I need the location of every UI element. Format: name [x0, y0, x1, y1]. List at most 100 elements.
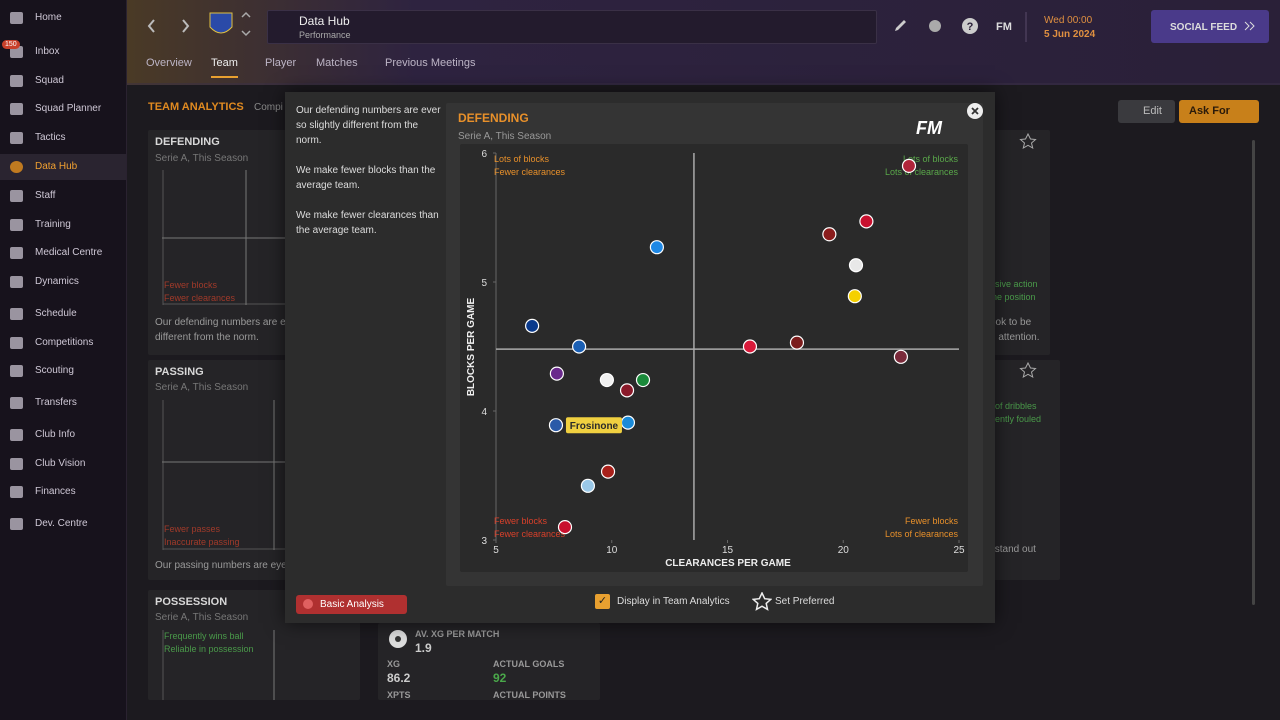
nav-icon	[10, 518, 23, 530]
nav-item[interactable]: Scouting	[0, 358, 126, 384]
quadrant-label: Fewer clearances	[494, 167, 566, 177]
team-point[interactable]	[635, 372, 651, 388]
y-tick-label: 4	[481, 407, 487, 418]
team-point[interactable]	[847, 289, 862, 304]
nav-item[interactable]: Data Hub	[0, 154, 126, 180]
social-feed-button[interactable]	[1151, 10, 1269, 43]
nav-item[interactable]: Home	[0, 5, 126, 31]
tag: Fewer passes	[164, 524, 221, 534]
highlight-box	[565, 417, 622, 434]
tag: Inaccurate passing	[164, 537, 240, 547]
nav-label: Competitions	[35, 337, 94, 348]
x-tick-label: 20	[838, 545, 850, 556]
nav-icon	[10, 308, 23, 320]
back-arrow[interactable]	[147, 19, 155, 33]
nav-item[interactable]: Competitions	[0, 330, 126, 356]
x-tick-label: 15	[722, 545, 734, 556]
team-point[interactable]	[548, 418, 564, 433]
nav-item[interactable]: Dynamics	[0, 269, 126, 295]
star-icon[interactable]	[1019, 361, 1037, 379]
nav-item[interactable]: Club Vision	[0, 451, 126, 477]
tab[interactable]: Player	[265, 57, 297, 69]
team-point[interactable]	[580, 478, 596, 493]
stats-panel: AV. XG PER MATCH 1.9 XG 86.2 ACTUAL GOAL…	[378, 623, 600, 700]
checkbox[interactable]: ✓	[595, 594, 610, 609]
tab[interactable]: Team	[211, 57, 238, 78]
analysis-icon	[303, 599, 313, 609]
summary-line: We make fewer blocks than the average te…	[296, 165, 436, 191]
team-point[interactable]	[620, 415, 636, 430]
tag: Reliable in possession	[164, 644, 254, 654]
top-icons: ? FM SOCIAL FEED	[127, 10, 1280, 85]
team-point[interactable]	[557, 520, 573, 535]
star-icon[interactable]	[1019, 132, 1037, 150]
nav-item[interactable]: Squad	[0, 68, 126, 94]
nav-label: Scouting	[35, 365, 74, 376]
panel-text: different from the norm.	[155, 332, 259, 343]
sidebar: Home Inbox Squad Squad Planner Tactics Data H…	[0, 0, 127, 720]
brand-icon[interactable]: FM	[996, 21, 1012, 33]
basic-analysis-button[interactable]: Basic Analysis	[296, 595, 407, 614]
team-point[interactable]	[649, 240, 664, 255]
edit-button[interactable]: Edit	[1118, 100, 1175, 123]
tag: Frequently wins ball	[164, 631, 244, 641]
ask-for-button[interactable]: Ask For	[1179, 100, 1259, 123]
nav-item[interactable]: Club Info	[0, 422, 126, 448]
edit-icon[interactable]	[895, 20, 906, 31]
team-point[interactable]	[619, 383, 635, 398]
right-panel: of dribbles ently fouled s stand out	[985, 360, 1060, 580]
team-point[interactable]	[549, 366, 564, 381]
nav-icon	[10, 458, 23, 470]
set-preferred[interactable]: Set Preferred	[775, 596, 835, 607]
team-point[interactable]	[901, 158, 917, 173]
team-point[interactable]	[789, 335, 805, 350]
search-box[interactable]: Data Hub Performance	[267, 10, 877, 44]
quadrant-label: Fewer blocks	[905, 516, 959, 526]
nav-icon	[10, 161, 23, 173]
nav-item[interactable]: Training	[0, 212, 126, 238]
nav-item[interactable]: Schedule	[0, 301, 126, 327]
nav-item[interactable]: Medical Centre	[0, 240, 126, 266]
team-point[interactable]	[893, 349, 908, 364]
nav-label: Inbox	[35, 46, 60, 57]
tab[interactable]: Overview	[146, 57, 192, 69]
team-point[interactable]	[572, 339, 587, 354]
team-point[interactable]	[848, 258, 864, 273]
nav-icon	[10, 75, 23, 87]
panel-subtitle: Serie A, This Season	[155, 382, 249, 393]
team-point[interactable]	[599, 372, 614, 388]
star-icon[interactable]	[752, 592, 772, 612]
x-tick-label: 5	[493, 545, 499, 556]
time: Wed 00:00	[1044, 15, 1093, 26]
nav-item[interactable]: Tactics	[0, 125, 126, 151]
nav-item[interactable]: Squad Planner	[0, 96, 126, 122]
team-point[interactable]	[822, 227, 837, 242]
team-point[interactable]	[525, 318, 540, 333]
club-switch[interactable]	[241, 11, 251, 37]
display-option: Display in Team Analytics	[617, 596, 730, 607]
forward-arrow[interactable]	[182, 19, 190, 33]
team-point[interactable]	[859, 214, 874, 229]
scrollbar[interactable]	[1252, 140, 1255, 605]
nav-item[interactable]: Inbox	[0, 39, 126, 65]
section-heading-more: Compi	[254, 102, 283, 113]
panel-icons	[1019, 132, 1037, 379]
quadrant-label: Lots of blocks	[494, 154, 550, 164]
nav-icon	[10, 103, 23, 115]
panel-subtitle: Serie A, This Season	[155, 612, 249, 623]
close-button[interactable]	[966, 102, 988, 124]
nav-item[interactable]: Transfers	[0, 390, 126, 416]
nav-item[interactable]: Finances	[0, 479, 126, 505]
nav-item[interactable]: Dev. Centre	[0, 511, 126, 537]
team-point[interactable]	[600, 464, 616, 479]
club-badge[interactable]	[209, 12, 233, 34]
tab[interactable]: Previous Meetings	[385, 57, 476, 69]
nav-label: Training	[35, 219, 71, 230]
nav-item[interactable]: Staff	[0, 183, 126, 209]
nav-label: Schedule	[35, 308, 77, 319]
team-point[interactable]	[742, 339, 758, 354]
globe-icon[interactable]	[929, 20, 941, 32]
tab[interactable]: Matches	[316, 57, 358, 69]
help-icon[interactable]	[962, 18, 978, 34]
nav-label: Tactics	[35, 132, 66, 143]
